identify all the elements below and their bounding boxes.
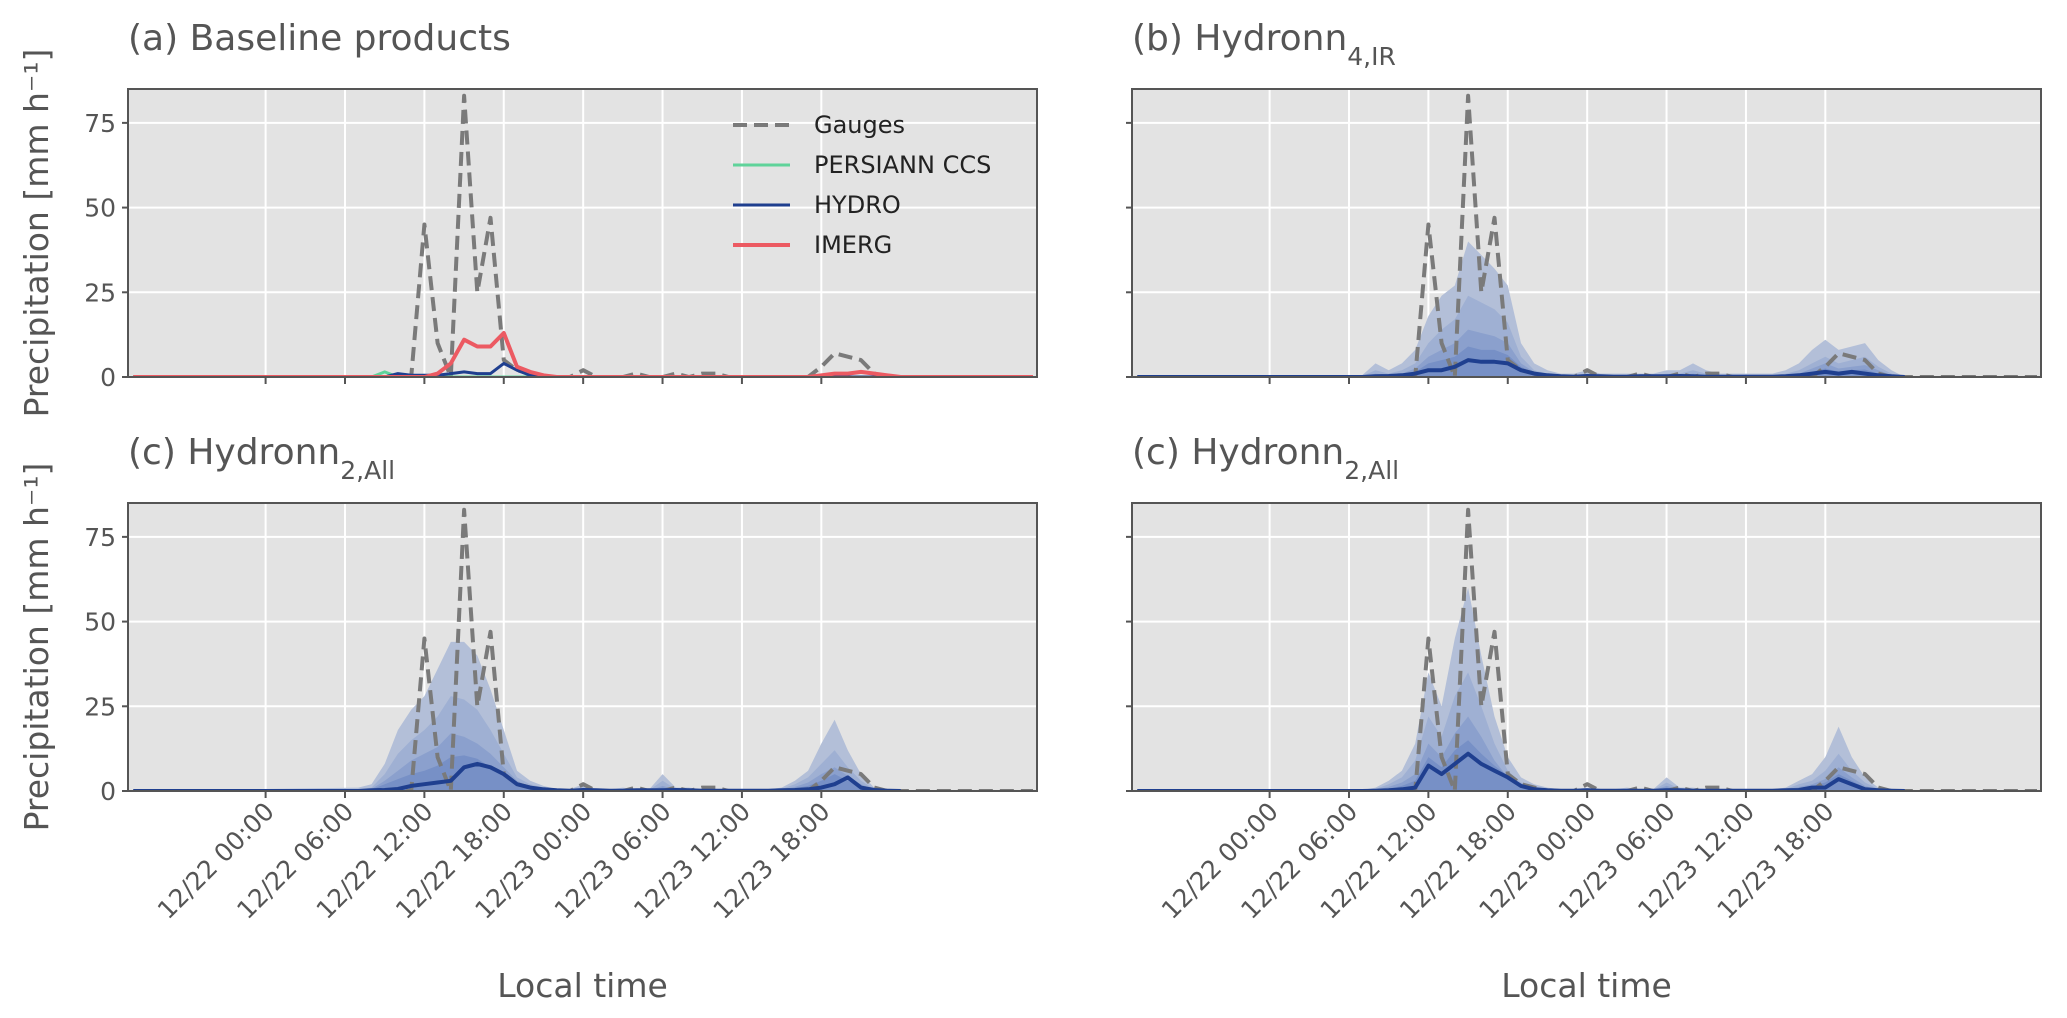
x-axis-label: Local time	[1501, 966, 1672, 1005]
series-imerg	[133, 331, 1033, 377]
panel-title: (b) Hydronn4,IR	[1132, 18, 1396, 71]
y-tick-label: 50	[84, 608, 116, 637]
legend-label: IMERG	[814, 231, 892, 259]
y-tick-label: 75	[84, 109, 116, 138]
panel-1: 0 25 50 75 (a) Baseline products Gauges PERSIA…	[17, 18, 1038, 418]
series-hydro	[133, 361, 1033, 377]
legend-label: HYDRO	[814, 191, 901, 219]
y-tick-label: 25	[84, 278, 116, 307]
legend-label: Gauges	[814, 111, 905, 139]
panel-title: (c) Hydronn2,All	[1132, 432, 1399, 485]
gauges-line	[1137, 93, 2037, 377]
y-axis-label: Precipitation [mm h⁻¹]	[17, 49, 56, 418]
gauges-line	[1137, 507, 2037, 791]
legend: Gauges PERSIANN CCS HYDRO IMERG	[733, 111, 991, 259]
legend-label: PERSIANN CCS	[814, 151, 991, 179]
plot-content	[133, 93, 1033, 377]
panel-title: (a) Baseline products	[128, 18, 511, 59]
y-axis-label: Precipitation [mm h⁻¹]	[17, 463, 56, 832]
y-tick-label: 0	[100, 777, 116, 806]
gauges-line	[133, 507, 1033, 791]
y-tick-label: 50	[84, 194, 116, 223]
series-persiann-ccs	[133, 370, 1033, 377]
panel-title: (c) Hydronn2,All	[128, 432, 395, 485]
series-gauges	[133, 93, 1033, 377]
y-tick-label: 75	[84, 523, 116, 552]
y-tick-label: 0	[100, 363, 116, 392]
x-axis-label: Local time	[497, 966, 668, 1005]
y-tick-label: 25	[84, 692, 116, 721]
panel-2: (b) Hydronn4,IR	[1126, 18, 2042, 384]
